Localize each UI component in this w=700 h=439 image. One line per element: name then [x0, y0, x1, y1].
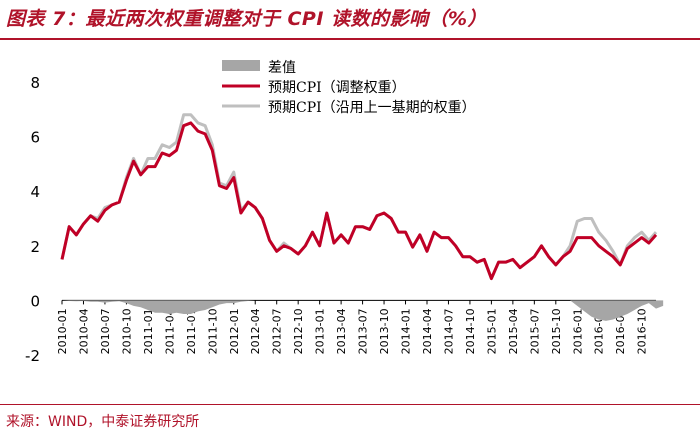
y-tick-label: 6 — [30, 129, 40, 147]
x-tick-label: 2016-01 — [571, 308, 584, 354]
legend-label: 预期CPI（调整权重） — [268, 80, 406, 96]
y-tick-label: -2 — [25, 347, 40, 365]
x-tick-label: 2016-07 — [614, 308, 627, 354]
x-tick-label: 2015-07 — [528, 308, 541, 354]
series-adjusted-weights-line — [60, 121, 658, 281]
legend-label: 差值 — [268, 60, 296, 76]
y-tick-label: 0 — [30, 292, 40, 310]
series-diff-area — [62, 300, 664, 321]
x-tick-label: 2016-10 — [636, 308, 649, 354]
x-tick-label: 2012-04 — [249, 308, 262, 354]
x-tick-label: 2015-04 — [507, 308, 520, 354]
x-tick-label: 2010-01 — [56, 308, 69, 354]
x-tick-label: 2015-10 — [550, 308, 563, 354]
y-tick-label: 8 — [30, 74, 40, 92]
x-tick-label: 2010-10 — [120, 308, 133, 354]
x-tick-label: 2014-04 — [421, 308, 434, 354]
chart-title: 图表 7：最近两次权重调整对于 CPI 读数的影响（%） — [6, 8, 488, 30]
x-tick-label: 2011-04 — [163, 308, 176, 354]
x-tick-label: 2012-10 — [292, 308, 305, 354]
x-tick-label: 2012-01 — [228, 308, 241, 354]
x-tick-label: 2010-04 — [77, 308, 90, 354]
source-rule — [0, 404, 700, 405]
x-tick-label: 2011-10 — [206, 308, 219, 354]
x-tick-label: 2011-07 — [185, 308, 198, 354]
legend-swatch-diff — [222, 60, 260, 71]
source-note: 来源：WIND，中泰证券研究所 — [6, 414, 200, 430]
chart-svg: -2 0 2 4 6 8 2010-01 2010-04 2010-07 2010-10 2011-… — [25, 60, 664, 365]
x-tick-label: 2013-07 — [357, 308, 370, 354]
y-tick-label: 4 — [30, 183, 40, 201]
x-tick-label: 2015-01 — [485, 308, 498, 354]
x-tick-label: 2013-04 — [335, 308, 348, 354]
x-tick-label: 2014-07 — [442, 308, 455, 354]
x-tick-label: 2010-07 — [99, 308, 112, 354]
x-tick-label: 2013-01 — [314, 308, 327, 354]
x-tick-label: 2012-07 — [271, 308, 284, 354]
chart-axes: -2 0 2 4 6 8 2010-01 2010-04 2010-07 2010-10 2011-… — [25, 74, 656, 365]
title-rule — [0, 38, 700, 40]
legend-label: 预期CPI（沿用上一基期的权重） — [268, 99, 476, 116]
x-tick-label: 2014-10 — [464, 308, 477, 354]
chart-marks — [60, 113, 664, 321]
x-tick-label: 2014-01 — [400, 308, 413, 354]
x-tick-label: 2013-10 — [378, 308, 391, 354]
y-tick-label: 2 — [30, 238, 40, 256]
x-tick-label: 2011-01 — [142, 308, 155, 354]
